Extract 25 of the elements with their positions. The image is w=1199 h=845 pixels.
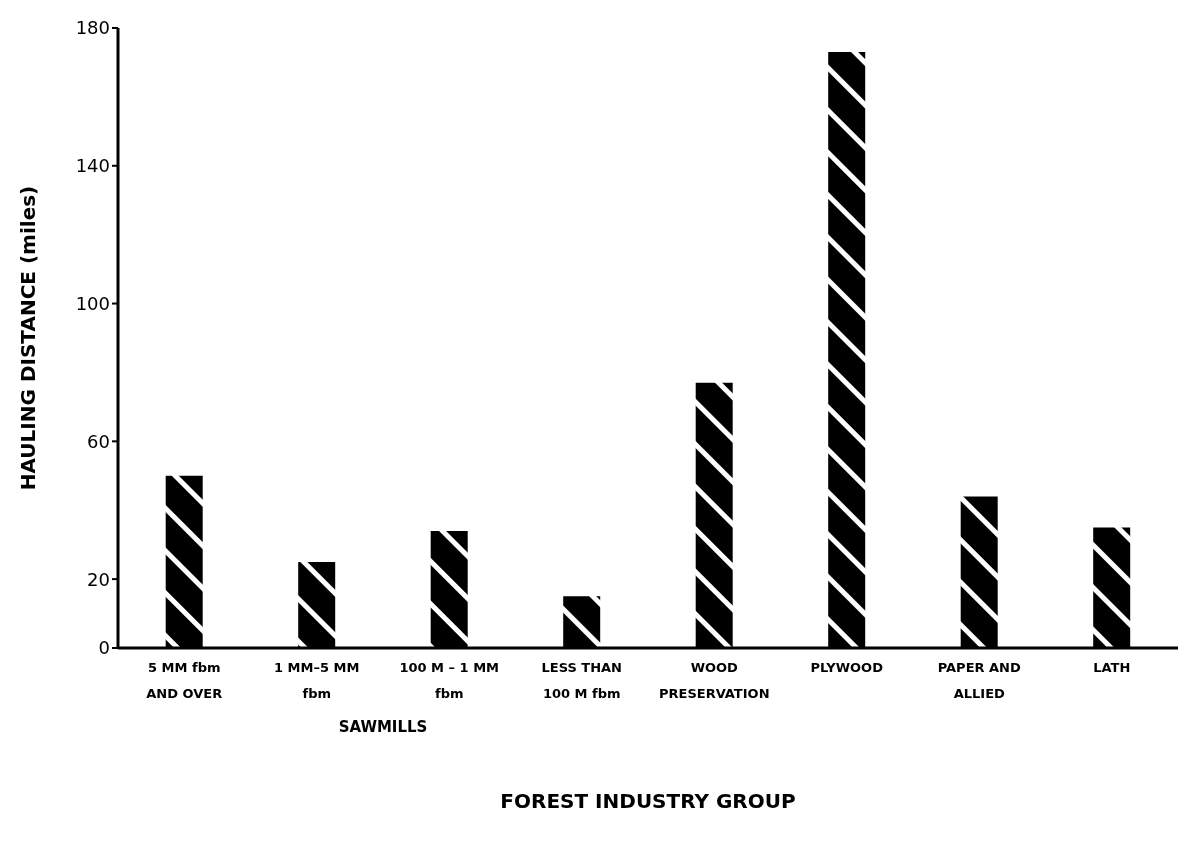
bar xyxy=(828,52,866,648)
x-tick-label: LESS THAN 100 M fbm xyxy=(541,660,623,701)
bar xyxy=(960,496,998,648)
y-tick-label: 100 xyxy=(75,292,110,314)
bar xyxy=(298,561,336,648)
x-tick-label: WOOD PRESERVATION xyxy=(658,660,770,701)
y-axis-title: HAULING DISTANCE (miles) xyxy=(16,185,41,491)
bar xyxy=(695,382,733,648)
x-axis-title: FOREST INDUSTRY GROUP xyxy=(500,789,796,813)
x-tick-label: LATH xyxy=(1093,660,1131,675)
x-tick-label: 1 MM–5 MM fbm xyxy=(274,660,360,701)
x-tick-label: 5 MM fbm AND OVER xyxy=(146,660,223,701)
x-tick-label: 100 M – 1 MM fbm xyxy=(399,660,500,701)
y-tick-label: 180 xyxy=(75,17,110,39)
bar xyxy=(563,596,601,648)
y-tick-label: 20 xyxy=(87,568,110,590)
x-tick-label: PAPER AND ALLIED xyxy=(937,660,1021,701)
y-tick-label: 140 xyxy=(75,155,110,177)
bar xyxy=(1093,527,1131,648)
bar xyxy=(165,475,203,648)
y-tick-label: 0 xyxy=(98,637,110,659)
x-tick-label: PLYWOOD xyxy=(810,660,884,675)
y-tick-label: 60 xyxy=(87,430,110,452)
text: SAWMILLS xyxy=(337,718,429,736)
bar xyxy=(430,530,468,648)
